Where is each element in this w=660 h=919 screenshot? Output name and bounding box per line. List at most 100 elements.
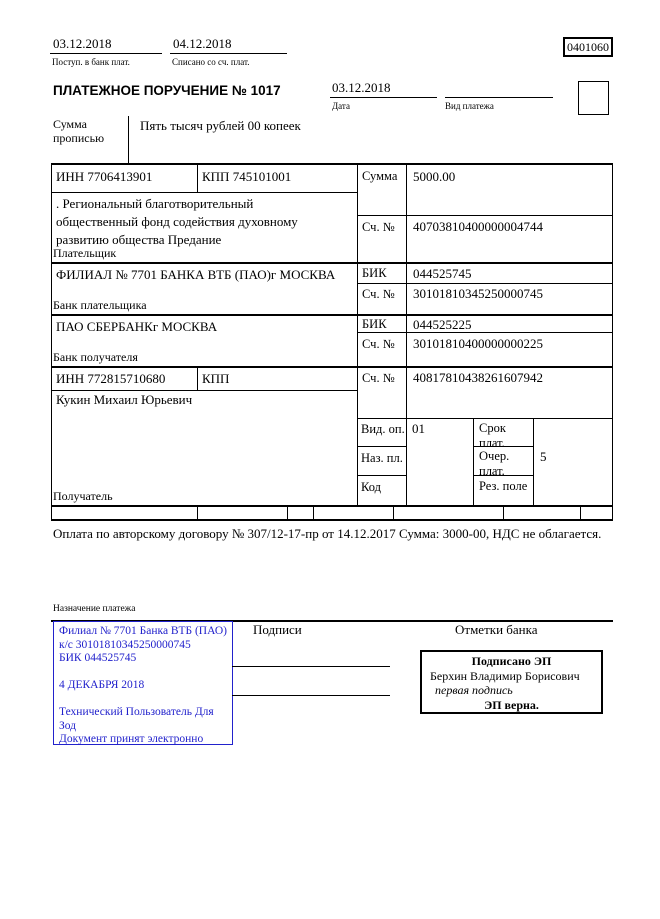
form-code-box: 0401060: [563, 37, 613, 57]
purpose-label: Назначение платежа: [53, 604, 136, 614]
bank-stamp-line: Технический Пользователь Для: [59, 706, 214, 718]
payer-bank-account: 30101810345250000745: [413, 286, 543, 301]
amount-label: Сумма: [362, 169, 398, 183]
table-border: [51, 505, 613, 507]
table-border: [580, 505, 581, 519]
payee-account: 40817810438261607942: [413, 370, 543, 385]
bank-stamp-line: 4 ДЕКАБРЯ 2018: [59, 679, 145, 691]
table-border: [51, 519, 613, 521]
payer-account-label: Сч. №: [362, 220, 395, 234]
table-border: [357, 163, 358, 505]
signature-line: [232, 695, 390, 696]
signature-line: [232, 666, 390, 667]
table-border: [51, 366, 613, 368]
table-border: [473, 475, 533, 476]
table-border: [357, 418, 613, 419]
amount-words: Пять тысяч рублей 00 копеек: [140, 118, 301, 133]
debited-date-label: Списано со сч. плат.: [172, 57, 250, 67]
table-border: [406, 163, 407, 505]
table-border: [612, 163, 613, 521]
order-label: Очер. плат.: [479, 449, 510, 478]
table-border: [51, 192, 357, 193]
bank-stamp-line: Документ принят электронно: [59, 733, 204, 745]
op-type-label: Вид. оп.: [361, 422, 405, 436]
doc-date-label: Дата: [332, 101, 350, 111]
payer-bank-bik: 044525745: [413, 266, 472, 281]
table-border: [197, 163, 198, 192]
naz-pl-label: Наз. пл.: [361, 451, 403, 465]
table-border: [503, 505, 504, 519]
table-border: [357, 332, 613, 333]
payer-inn: ИНН 7706413901: [56, 169, 153, 184]
table-border: [313, 505, 314, 519]
payee-bank-section-label: Банк получателя: [53, 350, 138, 364]
op-type-value: 01: [412, 421, 425, 436]
payer-account: 40703810400000004744: [413, 219, 543, 234]
payee-kpp-label: КПП: [202, 371, 230, 386]
payee-account-label: Сч. №: [362, 371, 395, 385]
order-value: 5: [540, 449, 547, 464]
form-code: 0401060: [567, 40, 609, 54]
table-border: [287, 505, 288, 519]
table-border: [197, 505, 198, 519]
amount-value: 5000.00: [413, 169, 456, 184]
table-border: [357, 283, 613, 284]
esign-verified: ЭП верна.: [484, 697, 539, 712]
reserve-label: Рез. поле: [479, 479, 528, 493]
payee-bank-account-label: Сч. №: [362, 337, 395, 351]
bank-stamp-line: [59, 693, 227, 707]
payment-type-box: [578, 81, 609, 115]
table-border: [51, 314, 613, 316]
table-border: [51, 262, 613, 264]
bank-marks-header: Отметки банка: [455, 622, 538, 637]
table-border: [357, 446, 406, 447]
payer-bank-account-label: Сч. №: [362, 287, 395, 301]
payee-section-label: Получатель: [53, 489, 113, 503]
bank-stamp-line: БИК 044525745: [59, 652, 137, 664]
payer-bank-section-label: Банк плательщика: [53, 298, 147, 312]
debited-date: 04.12.2018: [173, 36, 232, 51]
payee-bank-account: 30101810400000000225: [413, 336, 543, 351]
payer-section-label: Плательщик: [53, 246, 117, 260]
purpose-text: Оплата по авторскому договору № 307/12-1…: [53, 526, 602, 541]
received-date-label: Поступ. в банк плат.: [52, 57, 130, 67]
term-label: Срок плат.: [479, 421, 506, 450]
esign-name: Берхин Владимир Борисович: [430, 668, 580, 683]
table-border: [197, 366, 198, 390]
bank-stamp-line: Филиал № 7701 Банка ВТБ (ПАО): [59, 625, 227, 637]
payee-inn: ИНН 772815710680: [56, 371, 166, 386]
payee-bank-name: ПАО СБЕРБАНКг МОСКВА: [56, 319, 218, 334]
payee-bank-bik-label: БИК: [362, 317, 387, 331]
table-border: [473, 418, 474, 505]
doc-title: ПЛАТЕЖНОЕ ПОРУЧЕНИЕ № 1017: [53, 83, 281, 98]
bank-stamp-line: [59, 666, 227, 680]
table-border: [128, 116, 129, 163]
amount-words-label: Сумма прописью: [53, 117, 105, 145]
payee-name: Кукин Михаил Юрьевич: [56, 392, 193, 407]
table-border: [51, 163, 52, 521]
esign-stamp: Подписано ЭП Берхин Владимир Борисович п…: [420, 650, 603, 714]
payer-name: . Региональный благотворительный обществ…: [56, 196, 298, 247]
doc-date-underline: [330, 97, 437, 98]
doc-date: 03.12.2018: [332, 80, 391, 95]
bank-stamp-line: к/с 30101810345250000745: [59, 638, 191, 651]
code-label: Код: [361, 480, 381, 494]
payer-bank-name: ФИЛИАЛ № 7701 БАНКА ВТБ (ПАО)г МОСКВА: [56, 267, 336, 282]
bank-stamp: Филиал № 7701 Банка ВТБ (ПАО) к/с 301018…: [53, 621, 233, 745]
payer-bank-bik-label: БИК: [362, 266, 387, 280]
payment-type-underline: [445, 97, 553, 98]
signatures-header: Подписи: [253, 622, 302, 637]
payer-kpp: КПП 745101001: [202, 169, 292, 184]
payment-type-label: Вид платежа: [445, 101, 494, 111]
table-border: [51, 163, 613, 165]
footer-top-line: [51, 620, 613, 622]
table-border: [51, 390, 357, 391]
esign-subtitle: первая подпись: [435, 683, 513, 697]
received-date-underline: [50, 53, 162, 54]
table-border: [393, 505, 394, 519]
debited-date-underline: [170, 53, 287, 54]
table-border: [357, 215, 613, 216]
table-border: [357, 475, 406, 476]
esign-title: Подписано ЭП: [471, 654, 552, 668]
